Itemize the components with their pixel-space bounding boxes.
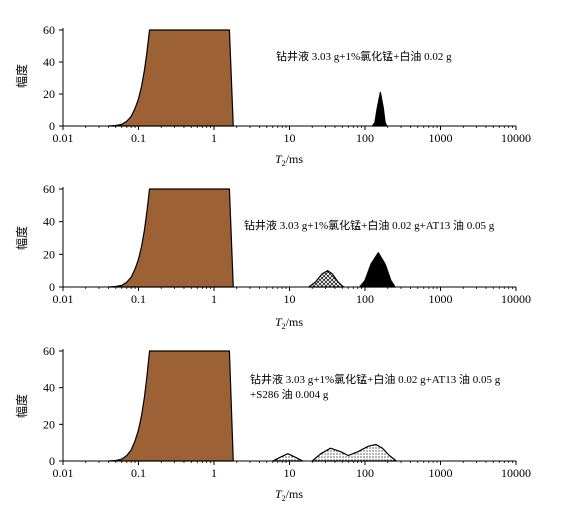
- panel-1-ytick-label-60: 60: [43, 23, 55, 37]
- panel-2-xtick-label-0: 0.01: [53, 292, 74, 306]
- panel-2-xtick-label-3: 10: [284, 292, 296, 306]
- panel-3-xtick-label-4: 100: [356, 466, 374, 480]
- panel-2-ytick-label-60: 60: [43, 182, 55, 196]
- panel-2-xtick-label-2: 1: [211, 292, 217, 306]
- panel-2-xtick-label-6: 10000: [501, 292, 531, 306]
- panel-3-xtick-label-1: 0.1: [131, 466, 146, 480]
- panel-2-plot: 0 20 40 60 0.01 0.1 1 10 100 1000 10000: [43, 182, 531, 306]
- panel-3-series-1-brown: [107, 350, 234, 462]
- panel-3-ytick-label-0: 0: [49, 454, 55, 468]
- panel-2: 0 20 40 60 0.01 0.1 1 10 100 1000 10000 幅度 钻井液 3.0…: [14, 182, 531, 331]
- panel-2-series-1-brown: [107, 188, 234, 288]
- panel-3-xtick-label-5: 1000: [429, 466, 453, 480]
- panel-3-xtick-label-3: 10: [284, 466, 296, 480]
- panel-3-ylabel: 幅度: [14, 394, 29, 418]
- panel-1-ylabel: 幅度: [14, 64, 29, 88]
- panel-2-series-3-solid: [359, 252, 396, 288]
- panel-1-xtick-label-3: 10: [284, 131, 296, 145]
- panel-3-ytick-label-20: 20: [43, 417, 55, 431]
- panel-2-xtick-label-4: 100: [356, 292, 374, 306]
- panel-3-series-2-dots: [272, 453, 304, 462]
- panel-2-ylabel: 幅度: [14, 226, 29, 250]
- panel-3-annotation-line-1: 钻井液 3.03 g+1%氯化锰+白油 0.02 g+AT13 油 0.05 g: [250, 372, 501, 386]
- panel-2-xtick-label-1: 0.1: [131, 292, 146, 306]
- panel-3-xtick-label-0: 0.01: [53, 466, 74, 480]
- panel-1-xtick-label-6: 10000: [501, 131, 531, 145]
- panel-1-xtick-label-5: 1000: [429, 131, 453, 145]
- panel-2-ytick-label-0: 0: [49, 280, 55, 294]
- panel-3-xtick-label-2: 1: [211, 466, 217, 480]
- panel-3-plot: 0 20 40 60 0.01 0.1 1 10 100 1000 10000: [43, 344, 531, 480]
- panel-1-xtick-label-2: 1: [211, 131, 217, 145]
- panel-3-xlabel: T2/ms: [275, 487, 303, 503]
- panel-1-xtick-label-4: 100: [356, 131, 374, 145]
- panel-3-ytick-label-60: 60: [43, 344, 55, 358]
- panel-2-series-2-hatch: [308, 270, 345, 288]
- panel-1-xtick-label-0: 0.01: [53, 131, 74, 145]
- panel-1: 0 20 40 60 0.01 0.1 1 10 100 1000 10000 幅度 钻井液 3.0…: [14, 23, 531, 168]
- panel-1-series-2-solid: [371, 91, 388, 127]
- panel-2-xlabel: T2/ms: [275, 315, 303, 331]
- panel-1-series-1-brown: [107, 29, 234, 127]
- panel-3-xtick-label-6: 10000: [501, 466, 531, 480]
- panel-1-annotation: 钻井液 3.03 g+1%氯化锰+白油 0.02 g: [276, 49, 452, 63]
- panel-3-series-3-dots: [311, 443, 397, 462]
- panel-1-xlabel: T2/ms: [275, 152, 303, 168]
- panel-1-xtick-label-1: 0.1: [131, 131, 146, 145]
- panel-1-ytick-label-40: 40: [43, 55, 55, 69]
- panel-2-ytick-label-20: 20: [43, 247, 55, 261]
- panel-3-annotation-line-2: +S286 油 0.004 g: [250, 387, 329, 401]
- panel-3: 0 20 40 60 0.01 0.1 1 10 100 1000 10000 幅度 钻井液 3.0…: [14, 344, 531, 503]
- panel-1-ytick-label-20: 20: [43, 87, 55, 101]
- panel-2-ytick-label-40: 40: [43, 215, 55, 229]
- panel-3-ytick-label-40: 40: [43, 381, 55, 395]
- panel-1-plot: 0 20 40 60 0.01 0.1 1 10 100 1000 10000: [43, 23, 531, 145]
- panel-2-annotation: 钻井液 3.03 g+1%氯化锰+白油 0.02 g+AT13 油 0.05 g: [244, 218, 495, 232]
- panel-1-ytick-label-0: 0: [49, 119, 55, 133]
- panel-2-xtick-label-5: 1000: [429, 292, 453, 306]
